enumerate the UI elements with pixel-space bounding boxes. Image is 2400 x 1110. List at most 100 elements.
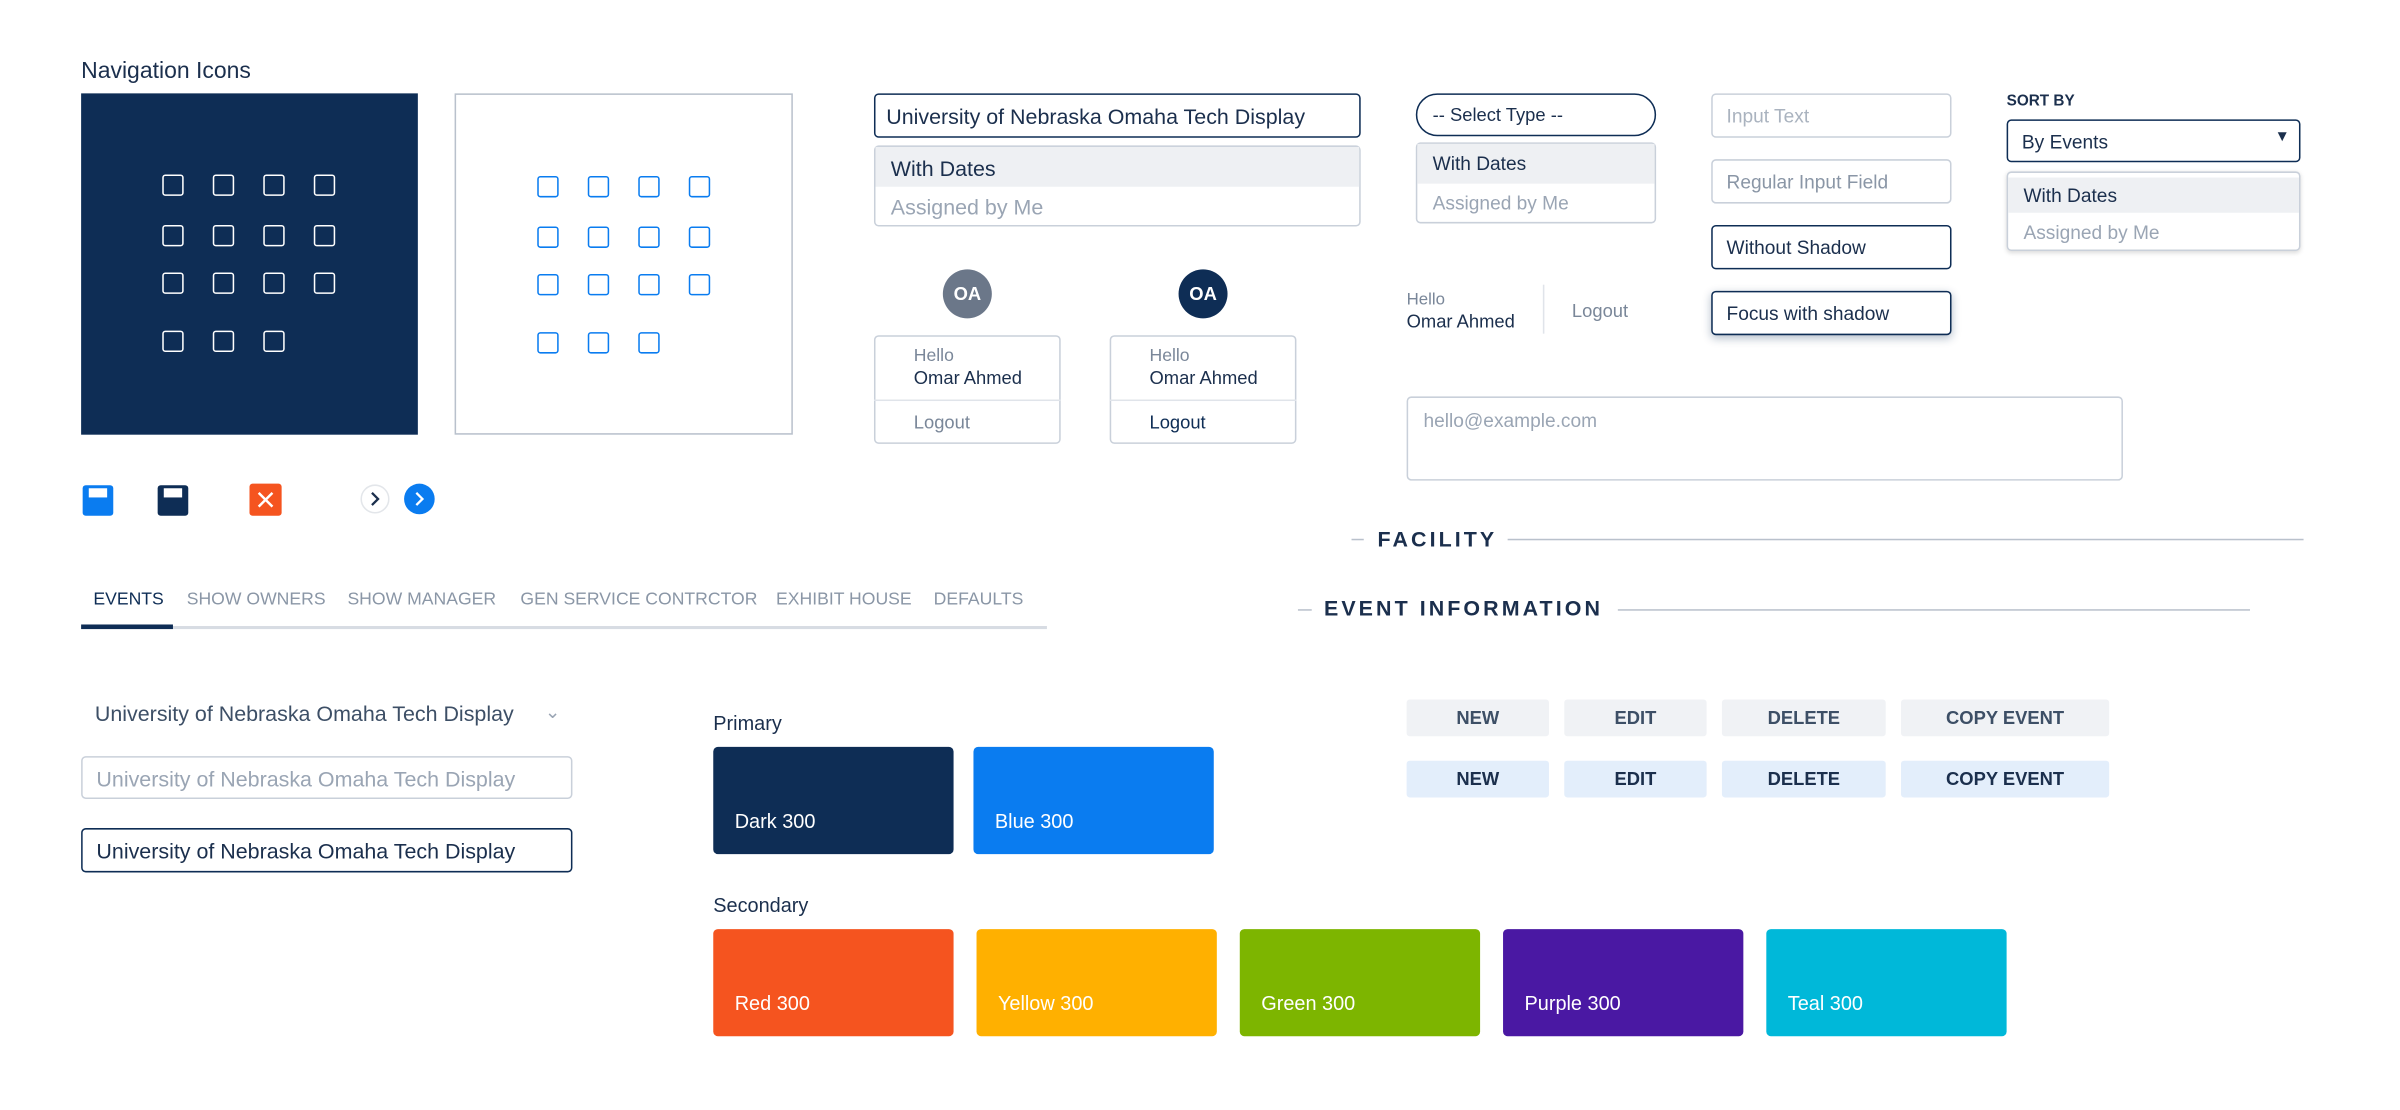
nav-icon[interactable] [313, 272, 336, 294]
color-swatch: Dark 300 [713, 746, 954, 855]
nav-icon[interactable] [537, 226, 559, 248]
option[interactable]: Assigned by Me [2023, 221, 2160, 244]
tab[interactable]: EVENTS [93, 590, 164, 610]
option[interactable]: With Dates [2008, 177, 2299, 213]
label: SORT BY [2006, 93, 2075, 111]
save-icon-dark[interactable] [156, 482, 202, 519]
tab[interactable]: DEFAULTS [933, 590, 1024, 610]
select-disabled[interactable]: University of Nebraska Omaha Tech Displa… [81, 756, 573, 799]
swatch-name: Purple 300 [1524, 991, 1621, 1015]
swatch-name: Dark 300 [734, 809, 816, 833]
rule [1507, 538, 2304, 541]
input[interactable]: Regular Input Field [1711, 159, 1952, 204]
action-button[interactable]: DELETE [1721, 760, 1886, 798]
dropdown-option[interactable]: With Dates [875, 146, 1360, 187]
textarea[interactable]: hello@example.com [1406, 396, 2123, 481]
save-icon[interactable] [81, 482, 127, 519]
nav-icon[interactable] [587, 176, 610, 198]
action-button[interactable]: EDIT [1564, 699, 1707, 737]
user-name: Omar Ahmed [1149, 367, 1258, 389]
nav-icon[interactable] [537, 176, 559, 198]
divider [1109, 399, 1297, 402]
swatch-name: Yellow 300 [997, 991, 1094, 1015]
color-swatch: Blue 300 [973, 746, 1214, 855]
input-focus[interactable]: Focus with shadow [1711, 290, 1952, 336]
action-button[interactable]: NEW [1406, 760, 1549, 798]
nav-icon[interactable] [212, 272, 235, 294]
rule [1617, 609, 2250, 611]
logout-link[interactable]: Logout [1149, 411, 1206, 434]
nav-icon[interactable] [638, 226, 660, 248]
next-buttons[interactable] [358, 482, 450, 528]
user-card [1109, 335, 1297, 444]
chevron: ⌄ [544, 701, 561, 723]
divider [1542, 284, 1545, 334]
sort-select[interactable]: By Events ▼ [2006, 119, 2301, 163]
nav-icon[interactable] [162, 330, 184, 353]
placeholder: Input Text [1726, 105, 1810, 128]
nav-icon[interactable] [537, 332, 559, 354]
nav-icon[interactable] [688, 226, 711, 248]
rule [1351, 538, 1364, 541]
tab[interactable]: EXHIBIT HOUSE [776, 590, 912, 610]
avatar: OA [1178, 269, 1228, 319]
dropdown-menu: With Dates Assigned by Me [873, 145, 1361, 227]
dropdown[interactable]: University of Nebraska Omaha Tech Displa… [873, 93, 1361, 138]
nav-icon[interactable] [638, 176, 660, 198]
tab[interactable]: SHOW OWNERS [186, 590, 326, 610]
nav-icon[interactable] [313, 174, 336, 196]
nav-icon[interactable] [212, 174, 235, 196]
icon-panel-light [454, 93, 793, 435]
nav-icon[interactable] [587, 273, 610, 296]
nav-icon[interactable] [263, 224, 285, 247]
input[interactable]: Without Shadow [1711, 224, 1952, 270]
select-value: By Events [2021, 131, 2109, 154]
logout-link[interactable]: Logout [913, 411, 970, 434]
nav-icon[interactable] [212, 330, 235, 353]
action-button[interactable]: COPY EVENT [1901, 699, 2110, 737]
action-button[interactable]: NEW [1406, 699, 1549, 737]
dropdown-option[interactable]: Assigned by Me [890, 194, 1044, 219]
nav-icon[interactable] [587, 332, 610, 354]
nav-icon[interactable] [212, 224, 235, 247]
swatch-name: Blue 300 [994, 809, 1074, 833]
action-button[interactable]: EDIT [1564, 760, 1707, 798]
nav-icon[interactable] [688, 176, 711, 198]
nav-icon[interactable] [263, 330, 285, 353]
divider [873, 399, 1061, 402]
select-active[interactable]: University of Nebraska Omaha Tech Displa… [81, 828, 573, 873]
nav-icon[interactable] [162, 272, 184, 294]
nav-icon[interactable] [263, 272, 285, 294]
logout-link[interactable]: Logout [1571, 299, 1629, 322]
caret: ▼ [2274, 128, 2290, 146]
action-button[interactable]: COPY EVENT [1901, 760, 2110, 798]
nav-icon[interactable] [638, 332, 660, 354]
palette-label: Primary [713, 711, 782, 735]
nav-icon[interactable] [638, 273, 660, 296]
input-value: Focus with shadow [1726, 303, 1890, 325]
select-text: University of Nebraska Omaha Tech Displa… [96, 766, 516, 792]
nav-icon[interactable] [537, 273, 559, 296]
option[interactable]: With Dates [1417, 143, 1655, 184]
tab[interactable]: SHOW MANAGER [347, 590, 497, 610]
nav-icon[interactable] [162, 174, 184, 196]
action-button[interactable]: DELETE [1721, 699, 1886, 737]
select-type[interactable]: -- Select Type -- [1415, 93, 1657, 137]
input[interactable]: Input Text [1711, 93, 1952, 138]
dropdown-value: University of Nebraska Omaha Tech Displa… [886, 104, 1306, 129]
placeholder: hello@example.com [1423, 410, 1598, 432]
option[interactable]: Assigned by Me [1432, 192, 1569, 215]
color-swatch: Purple 300 [1503, 929, 1744, 1037]
nav-icon[interactable] [587, 226, 610, 248]
section-heading: FACILITY [1377, 526, 1498, 552]
color-swatch: Green 300 [1239, 929, 1481, 1037]
nav-icon[interactable] [688, 273, 711, 296]
nav-icon[interactable] [162, 224, 184, 247]
select-plain[interactable]: University of Nebraska Omaha Tech Displa… [94, 701, 514, 726]
color-swatch: Red 300 [713, 929, 954, 1037]
nav-icon[interactable] [263, 174, 285, 196]
close-button[interactable] [248, 482, 285, 519]
nav-icon[interactable] [313, 224, 336, 247]
tab[interactable]: GEN SERVICE CONTRCTOR [520, 590, 758, 610]
icon-panel-dark [81, 93, 418, 435]
